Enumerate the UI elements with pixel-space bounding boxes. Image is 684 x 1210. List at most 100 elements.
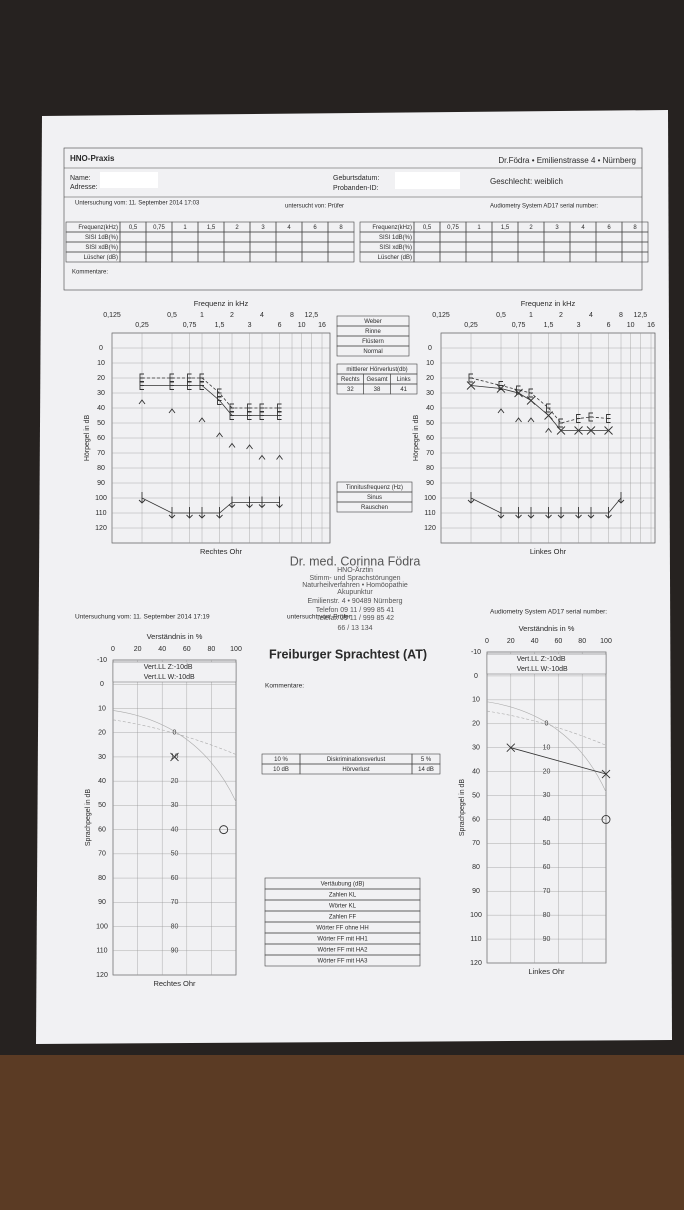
results-table-text: Hörverlust <box>342 767 370 773</box>
examiner: untersucht von: Prüfer <box>285 204 344 210</box>
series-line <box>470 497 622 514</box>
data-point <box>228 496 236 509</box>
y-tick-label: 20 <box>97 375 105 382</box>
y-tick-label: 90 <box>97 480 105 487</box>
sisi-table-text: Frequenz(kHz) <box>78 225 118 231</box>
sisi-table-text: Lüscher (dB) <box>84 255 118 261</box>
data-point <box>516 385 521 395</box>
y-tick-label: 80 <box>98 875 106 882</box>
reference-curve <box>486 701 607 793</box>
data-point <box>276 496 283 509</box>
legend-entry: Vert.LL W:-10dB <box>144 674 195 681</box>
y-tick-label: 70 <box>426 450 434 457</box>
sisi-table-text: 0,5 <box>129 225 138 231</box>
data-point <box>198 507 206 519</box>
data-point <box>139 373 144 383</box>
sisi-table-text: Frequenz(kHz) <box>372 225 412 231</box>
legend-entry: Vert.LL Z:-10dB <box>144 664 193 671</box>
y-tick-label: 70 <box>472 840 480 847</box>
x-tick-label: 0,25 <box>135 322 149 329</box>
series-line <box>142 377 280 409</box>
data-point <box>498 381 503 390</box>
sisi-table-text: 4 <box>581 225 585 231</box>
sisi-table-text: 8 <box>633 225 637 231</box>
data-point <box>198 417 206 423</box>
data-point <box>544 411 553 420</box>
data-point <box>258 496 266 509</box>
stamp-line: Akupunktur <box>337 589 373 596</box>
data-point <box>138 492 146 504</box>
masking-table-text: Zahlen KL <box>329 893 357 899</box>
reference-label: 90 <box>543 936 551 943</box>
mean-loss-table-cell <box>390 383 418 395</box>
reference-label: 70 <box>171 899 179 906</box>
reference-label: 80 <box>543 912 551 919</box>
x-tick-label: 1,5 <box>215 322 225 329</box>
reference-label: 90 <box>171 948 179 955</box>
data-point <box>277 403 282 413</box>
data-point <box>604 426 613 435</box>
y-tick-label: 120 <box>470 960 482 967</box>
paper <box>36 110 672 1044</box>
y-tick-label: 110 <box>470 936 481 943</box>
mean-loss-table-text: Rechts <box>341 377 360 383</box>
comments-label: Kommentare: <box>72 270 108 276</box>
mean-loss-table-text: Links <box>397 377 411 383</box>
y-tick-label: 100 <box>470 912 482 919</box>
data-point <box>545 427 552 433</box>
comments-label: Kommentare: <box>265 683 304 690</box>
table-surface <box>0 1055 684 1210</box>
data-point <box>528 388 533 398</box>
y-tick-label: -10 <box>471 649 481 656</box>
data-point <box>556 426 566 435</box>
redaction <box>100 172 158 188</box>
doctor-address: Dr.Födra • Emilienstrasse 4 • Nürnberg <box>498 156 636 165</box>
data-point <box>247 403 252 413</box>
practice: HNO-Praxis <box>70 154 115 163</box>
y-tick-label: 50 <box>98 802 106 809</box>
y-tick-label: 120 <box>95 525 107 532</box>
reference-label: 50 <box>171 851 179 858</box>
reference-label: 10 <box>543 744 551 751</box>
y-tick-label: 10 <box>426 360 434 367</box>
y-tick-label: 20 <box>472 721 480 728</box>
data-point <box>515 417 522 423</box>
data-point <box>574 426 583 435</box>
y-tick-label: 120 <box>424 525 436 532</box>
x-tick-label: 0 <box>111 646 115 653</box>
data-point <box>586 426 596 435</box>
y-tick-label: 40 <box>98 778 106 785</box>
y-tick-label: 10 <box>472 697 480 704</box>
series-line <box>470 377 609 424</box>
system: Audiometry System AD17 serial number: <box>490 204 598 210</box>
y-tick-label: 50 <box>472 792 480 799</box>
x-tick-label: 12,5 <box>305 312 319 319</box>
y-tick-label: 70 <box>97 450 105 457</box>
reference-label: 60 <box>171 875 179 882</box>
x-axis-label: Verständnis in % <box>519 624 575 633</box>
sisi-table-text: 6 <box>313 225 317 231</box>
data-point <box>497 408 505 414</box>
data-point <box>168 507 176 519</box>
data-point <box>217 396 222 405</box>
gender: Geschlecht: weiblich <box>490 177 563 186</box>
reference-curve <box>486 710 607 746</box>
x-tick-label: 0,125 <box>103 312 121 319</box>
sisi-table-cell <box>621 251 649 263</box>
legend-entry: Vert.LL Z:-10dB <box>517 656 566 663</box>
data-point <box>186 507 193 519</box>
data-point <box>187 373 192 383</box>
y-tick-label: 70 <box>98 851 106 858</box>
data-point <box>259 403 264 413</box>
x-tick-label: 40 <box>531 638 539 645</box>
data-point <box>546 403 551 413</box>
y-tick-label: 120 <box>96 972 108 979</box>
masking-table-text: Wörter FF mit HA3 <box>317 959 368 965</box>
reference-label: 40 <box>171 826 179 833</box>
tests-table-cell <box>336 345 410 357</box>
tests-table-text: Normal <box>363 349 382 355</box>
y-tick-label: 60 <box>97 435 105 442</box>
x-tick-label: 0,125 <box>432 312 450 319</box>
data-point <box>187 381 192 390</box>
chart-title: Rechtes Ohr <box>153 979 196 988</box>
